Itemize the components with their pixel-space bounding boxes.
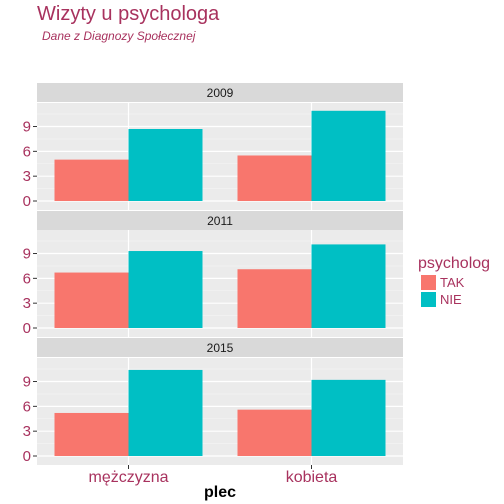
y-tick-label: 6 — [23, 143, 31, 160]
facet-strip — [37, 211, 403, 230]
bar-nie-2011-1 — [311, 244, 386, 328]
legend-label-nie: NIE — [440, 292, 462, 307]
bar-nie-2015-0 — [128, 369, 203, 456]
bar-nie-2009-1 — [311, 110, 386, 201]
y-tick-label: 3 — [23, 423, 31, 440]
facet-strip-label: 2015 — [207, 341, 234, 355]
legend-key-nie — [421, 292, 436, 307]
bar-tak-2011-0 — [54, 272, 129, 328]
legend-label-tak: TAK — [440, 275, 465, 290]
facet-strip — [37, 338, 403, 357]
facet-strip-label: 2009 — [207, 86, 234, 100]
x-tick-label: kobieta — [286, 469, 338, 486]
bar-tak-2011-1 — [237, 269, 312, 328]
y-tick-label: 0 — [23, 320, 31, 337]
y-tick-label: 9 — [23, 119, 31, 136]
bar-tak-2015-1 — [237, 409, 312, 456]
y-tick-label: 6 — [23, 270, 31, 287]
y-tick-label: 9 — [23, 246, 31, 263]
legend: psycholog TAK NIE — [418, 255, 490, 307]
y-tick-label: 9 — [23, 374, 31, 391]
y-tick-label: 3 — [23, 168, 31, 185]
legend-key-tak — [421, 275, 436, 290]
x-axis: mężczyzna kobieta — [88, 465, 337, 486]
bar-nie-2015-1 — [311, 379, 386, 456]
x-axis-label: plec — [204, 484, 236, 501]
facet-strip-label: 2011 — [207, 214, 233, 228]
y-tick-label: 3 — [23, 295, 31, 312]
y-tick-label: 0 — [23, 448, 31, 465]
bar-tak-2009-1 — [237, 155, 312, 201]
bar-nie-2011-0 — [128, 251, 203, 328]
facet-panels: 2009 0 3 6 9 2011 0 3 6 9 2015 0 3 6 9 — [23, 83, 403, 465]
bar-tak-2009-0 — [54, 159, 129, 201]
x-tick-label: mężczyzna — [88, 469, 168, 486]
facet-panel-2009: 2009 0 3 6 9 — [23, 83, 403, 210]
bar-tak-2015-0 — [54, 412, 129, 456]
facet-panel-2011: 2011 0 3 6 9 — [23, 211, 403, 337]
facet-strip — [37, 83, 403, 102]
facet-panel-2015: 2015 0 3 6 9 — [23, 338, 403, 465]
bar-nie-2009-0 — [128, 129, 203, 201]
chart-title: Wizyty u psychologa — [37, 3, 220, 25]
chart-subtitle: Dane z Diagnozy Społecznej — [42, 29, 196, 43]
y-tick-label: 6 — [23, 398, 31, 415]
legend-title: psycholog — [418, 255, 490, 272]
y-tick-label: 0 — [23, 193, 31, 210]
